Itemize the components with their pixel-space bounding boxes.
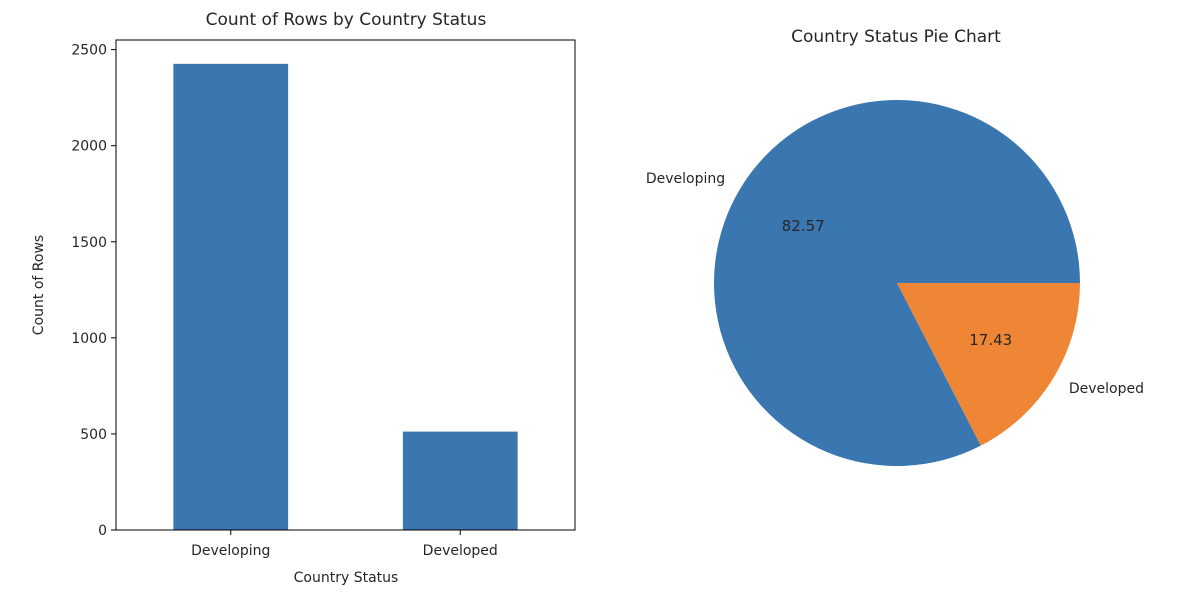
bar-x-ticks: Developing Developed: [191, 530, 498, 559]
bar-x-axis-label: Country Status: [294, 570, 399, 586]
pie-labels: Developing 82.57 Developed 17.43: [646, 171, 1144, 397]
pie-label-developing: Developing: [646, 171, 725, 187]
pie-label-developed: Developed: [1069, 381, 1144, 397]
bar-y-tick-label: 500: [80, 427, 107, 443]
bar-x-tick-label: Developed: [423, 543, 498, 559]
pie-slice-developing: [713, 100, 1080, 467]
bar-developing: [173, 63, 289, 530]
pie-slices: [713, 100, 1080, 467]
bar-y-tick-label: 0: [98, 523, 107, 539]
bar-chart: Count of Rows by Country Status 0 500 1000…: [31, 10, 576, 586]
bar-y-ticks: 0 500 1000 1500 2000 2500: [71, 43, 116, 539]
bar-y-tick-label: 1500: [71, 235, 107, 251]
pie-slice-developed: [897, 283, 1080, 446]
bar-chart-title: Count of Rows by Country Status: [206, 10, 487, 30]
pie-pct-label: 82.57: [782, 217, 825, 235]
bar-developed: [402, 431, 518, 530]
bar-bars: [173, 63, 518, 530]
pie-chart: Country Status Pie Chart Developing 82.57…: [646, 27, 1144, 467]
pie-pct-label: 17.43: [969, 331, 1012, 349]
pie-chart-title: Country Status Pie Chart: [791, 27, 1001, 47]
bar-y-tick-label: 1000: [71, 331, 107, 347]
bar-y-tick-label: 2000: [71, 139, 107, 155]
bar-x-tick-label: Developing: [191, 543, 270, 559]
bar-plot-frame: [115, 39, 576, 531]
bar-y-axis-label: Count of Rows: [31, 235, 47, 335]
bar-y-tick-label: 2500: [71, 43, 107, 59]
